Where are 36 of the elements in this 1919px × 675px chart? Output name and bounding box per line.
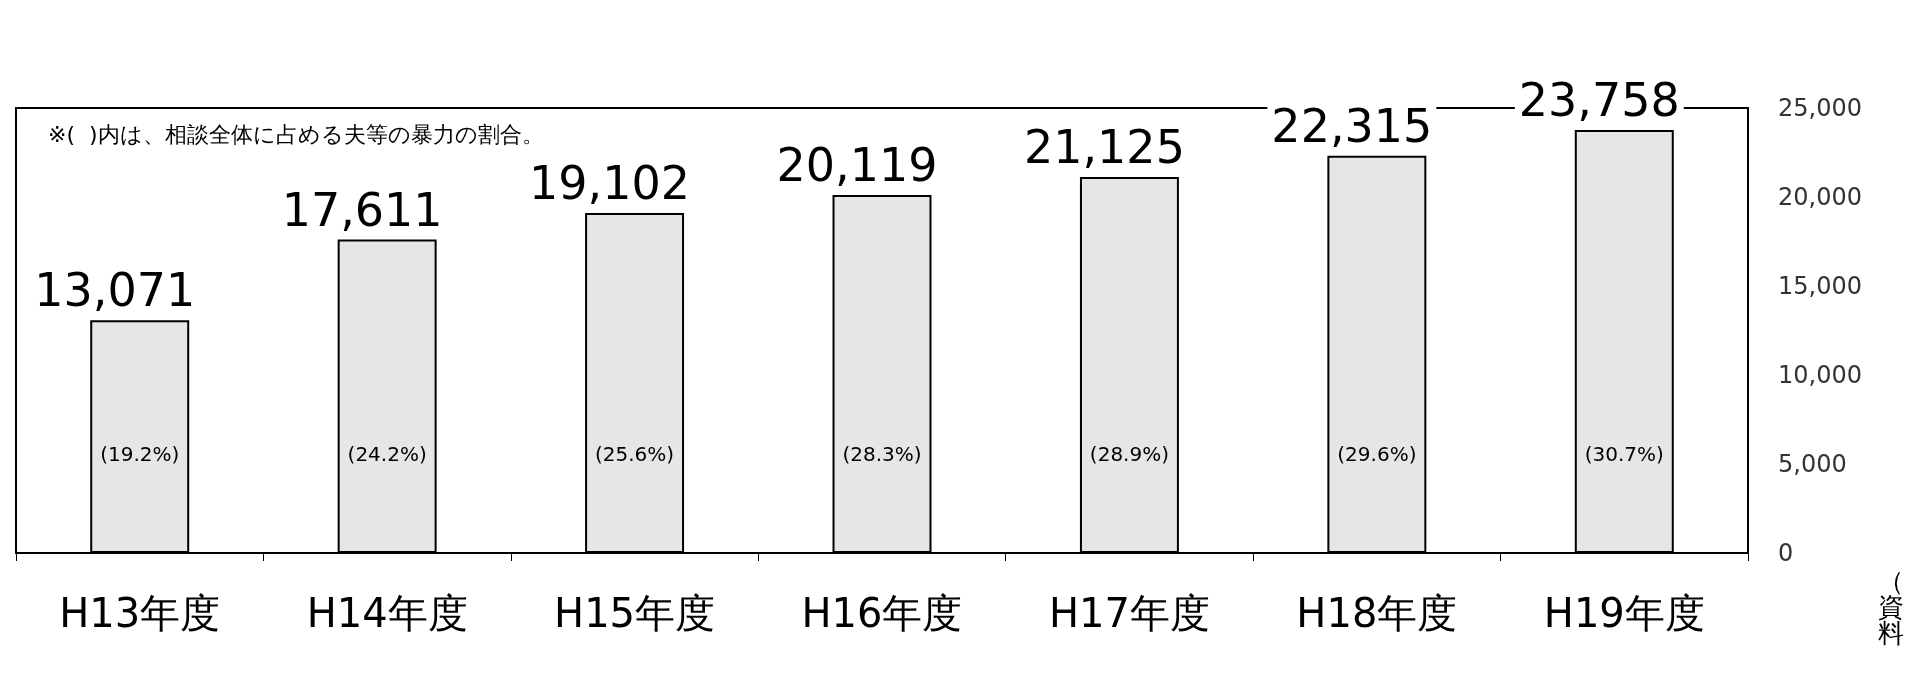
data-label: 22,315 [1271,98,1433,153]
y-tick-label: 15,000 [1778,272,1862,300]
bar [832,194,932,553]
data-label: 17,611 [281,182,443,237]
bar [337,239,437,553]
data-label: 23,758 [1518,73,1680,128]
annotation: (29.6%) [1337,442,1417,466]
y-tick-label: 5,000 [1778,450,1847,478]
x-tick-label: H13年度 [59,590,221,636]
x-tick-label: H14年度 [306,590,468,636]
annotation: ※( )内は、相談全体に占める夫等の暴力の割合。 [48,121,544,147]
annotation: (24.2%) [347,442,427,466]
annotation: (25.6%) [595,442,675,466]
y-tick-label: 25,000 [1778,94,1862,122]
text: （資料 [1878,566,1904,648]
bar [1574,130,1674,553]
y-tick-label: 10,000 [1778,361,1862,389]
data-label: 21,125 [1023,119,1185,174]
x-tick-label: H19年度 [1543,590,1705,636]
data-label: 19,102 [529,155,691,210]
y-tick-label: 20,000 [1778,183,1862,211]
y-tick-label: 0 [1778,539,1794,567]
annotation: (28.3%) [842,442,922,466]
bar [1327,155,1427,553]
bar [90,320,190,553]
x-tick-label: H18年度 [1296,590,1458,636]
x-tick-label: H17年度 [1048,590,1210,636]
annotation: (19.2%) [100,442,180,466]
bar [585,212,685,553]
annotation: (30.7%) [1584,442,1664,466]
bar [1079,176,1179,553]
data-label: 13,071 [34,263,196,318]
x-tick-label: H16年度 [801,590,963,636]
data-label: 20,119 [776,137,938,192]
annotation: (28.9%) [1089,442,1169,466]
x-tick-label: H15年度 [554,590,716,636]
